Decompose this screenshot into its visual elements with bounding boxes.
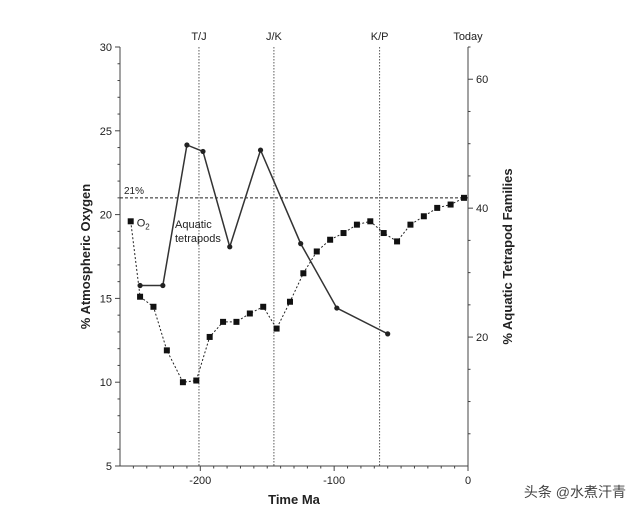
o2-series-label: O2	[137, 217, 151, 231]
x-tick-label: -100	[323, 475, 345, 487]
event-label: K/P	[371, 31, 389, 43]
o2-data-point	[407, 221, 414, 228]
o2-data-point	[233, 318, 240, 325]
o2-data-point	[193, 377, 200, 384]
o2-data-point	[380, 230, 387, 237]
aquatic-tetrapods-data-point	[257, 147, 264, 153]
o2-data-point	[127, 218, 134, 225]
aquatic-tetrapods-data-point	[160, 282, 166, 289]
o2-data-point	[163, 347, 170, 354]
y-axis-right-title: % Aquatic Tetrapod Families	[500, 168, 515, 344]
o2-data-point	[340, 230, 347, 237]
o2-data-point	[260, 303, 267, 310]
o2-data-point	[447, 201, 454, 208]
aquatic-tetrapods-data-point	[334, 305, 340, 311]
aquatic-tetrapods-data-point	[184, 142, 190, 148]
y-right-tick-label: 20	[476, 332, 488, 344]
o2-data-point	[300, 270, 307, 277]
o2-data-point	[353, 221, 360, 228]
o2-data-point	[137, 293, 144, 300]
y-left-tick-label: 15	[100, 293, 112, 305]
o2-data-point	[434, 204, 441, 211]
o2-data-point	[394, 238, 401, 245]
o2-data-point	[206, 333, 213, 340]
aquatic-tetrapods-label-line1: Aquatic	[175, 219, 212, 231]
watermark-text: 头条 @水煮汗青	[523, 484, 626, 500]
aquatic-tetrapods-data-point	[137, 282, 143, 289]
y-right-tick-label: 40	[476, 203, 488, 215]
o2-data-point	[313, 248, 320, 255]
reference-line-label: 21%	[124, 186, 144, 197]
o2-data-point	[367, 218, 374, 225]
x-axis-title: Time Ma	[268, 492, 321, 507]
aquatic-tetrapods-data-point	[227, 244, 233, 250]
y-right-tick-label: 60	[476, 74, 488, 86]
o2-data-point	[246, 310, 253, 317]
x-tick-label: -200	[189, 475, 211, 487]
y-left-tick-label: 25	[100, 126, 112, 138]
aquatic-tetrapods-data-point	[200, 148, 206, 155]
o2-data-point	[460, 194, 467, 201]
aquatic-tetrapods-label-line2: tetrapods	[175, 233, 221, 245]
o2-data-point	[150, 303, 157, 310]
y-left-tick-label: 20	[100, 210, 112, 222]
o2-data-point	[420, 213, 427, 220]
y-left-tick-label: 10	[100, 377, 112, 389]
o2-data-point	[273, 325, 280, 332]
o2-data-point	[286, 298, 293, 305]
x-tick-label: 0	[465, 475, 471, 487]
y-axis-left-title: % Atmospheric Oxygen	[78, 184, 93, 330]
y-left-tick-label: 5	[106, 461, 112, 473]
y-left-tick-label: 30	[100, 42, 112, 54]
event-label: Today	[453, 31, 483, 43]
event-label: J/K	[266, 31, 283, 43]
aquatic-tetrapods-data-point	[385, 331, 391, 337]
aquatic-tetrapods-data-point	[298, 241, 304, 247]
o2-data-point	[220, 318, 227, 325]
o2-data-point	[327, 236, 334, 243]
o2-data-point	[179, 379, 186, 386]
event-label: T/J	[191, 31, 206, 43]
